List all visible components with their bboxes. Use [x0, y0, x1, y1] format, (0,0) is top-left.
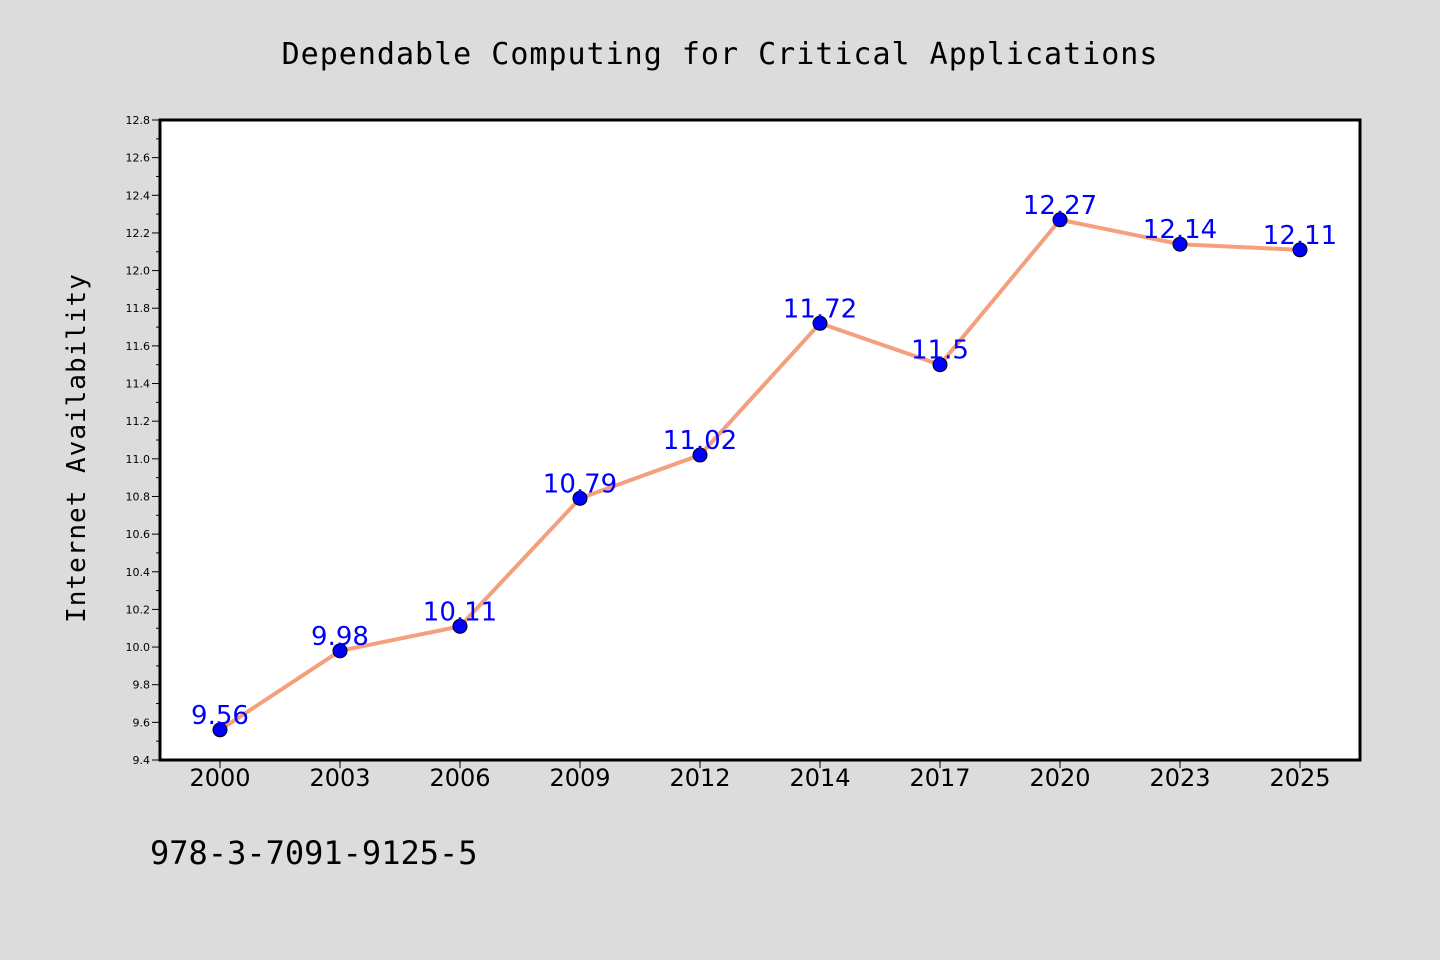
data-value-label: 11.02 [663, 426, 737, 456]
y-tick-label: 10.2 [126, 603, 151, 616]
y-tick-label: 12.6 [126, 152, 151, 165]
plot-area [160, 120, 1360, 760]
x-tick-label: 2012 [669, 764, 730, 792]
x-axis: 2000 2003 2006 2009 2012 2014 2017 2020 2023 2025 [189, 760, 1331, 792]
x-tick-label: 2025 [1269, 764, 1330, 792]
y-axis: 9.4 9.6 9.8 10.0 10.2 10.4 10.6 10.8 11.0 11.2 11.… [126, 114, 160, 767]
y-tick-label: 10.0 [126, 641, 151, 654]
data-labels: 9.56 9.98 10.11 10.79 11.02 11.72 11.5 12.27 12.… [191, 191, 1337, 731]
y-tick-label: 11.4 [126, 378, 151, 391]
y-tick-label: 9.6 [133, 716, 151, 729]
x-tick-label: 2006 [429, 764, 490, 792]
data-point-marker [212, 722, 228, 738]
y-tick-label: 10.6 [126, 528, 151, 541]
x-tick-label: 2003 [309, 764, 370, 792]
data-value-label: 10.11 [423, 597, 497, 627]
y-tick-label: 12.4 [126, 189, 151, 202]
y-tick-label: 12.2 [126, 227, 151, 240]
data-point-marker [1292, 242, 1308, 258]
data-value-label: 12.11 [1263, 221, 1337, 251]
data-value-label: 9.98 [311, 622, 369, 652]
y-tick-label: 12.0 [126, 265, 151, 278]
data-point-marker [812, 315, 828, 331]
data-point-marker [452, 618, 468, 634]
isbn-caption: 978-3-7091-9125-5 [150, 834, 478, 872]
x-tick-label: 2017 [909, 764, 970, 792]
x-tick-label: 2020 [1029, 764, 1090, 792]
x-tick-label: 2014 [789, 764, 850, 792]
y-tick-label: 11.2 [126, 415, 151, 428]
y-tick-label: 11.6 [126, 340, 151, 353]
y-tick-label: 11.0 [126, 453, 151, 466]
y-tick-label: 10.4 [126, 566, 151, 579]
data-value-label: 12.14 [1143, 215, 1217, 245]
data-point-marker [572, 490, 588, 506]
data-point-marker [1172, 236, 1188, 252]
x-tick-label: 2009 [549, 764, 610, 792]
data-value-label: 11.72 [783, 294, 857, 324]
y-tick-label: 9.8 [133, 679, 151, 692]
chart-title: Dependable Computing for Critical Applic… [282, 37, 1159, 72]
data-value-label: 10.79 [543, 469, 617, 499]
data-value-label: 12.27 [1023, 191, 1097, 221]
y-tick-label: 10.8 [126, 490, 151, 503]
data-point-marker [692, 447, 708, 463]
data-value-label: 9.56 [191, 701, 249, 731]
series-line [218, 217, 1302, 732]
y-tick-label: 12.8 [126, 114, 151, 127]
y-tick-label: 11.8 [126, 302, 151, 315]
data-value-label: 11.5 [911, 336, 969, 366]
plot-frame [158, 118, 1362, 762]
y-tick-label: 9.4 [133, 754, 151, 767]
x-tick-label: 2023 [1149, 764, 1210, 792]
data-point-marker [932, 357, 948, 373]
x-tick-label: 2000 [189, 764, 250, 792]
data-point-marker [1052, 212, 1068, 228]
data-point-marker [332, 643, 348, 659]
y-axis-label: Internet Availability [62, 273, 92, 623]
series-layer [212, 212, 1308, 738]
